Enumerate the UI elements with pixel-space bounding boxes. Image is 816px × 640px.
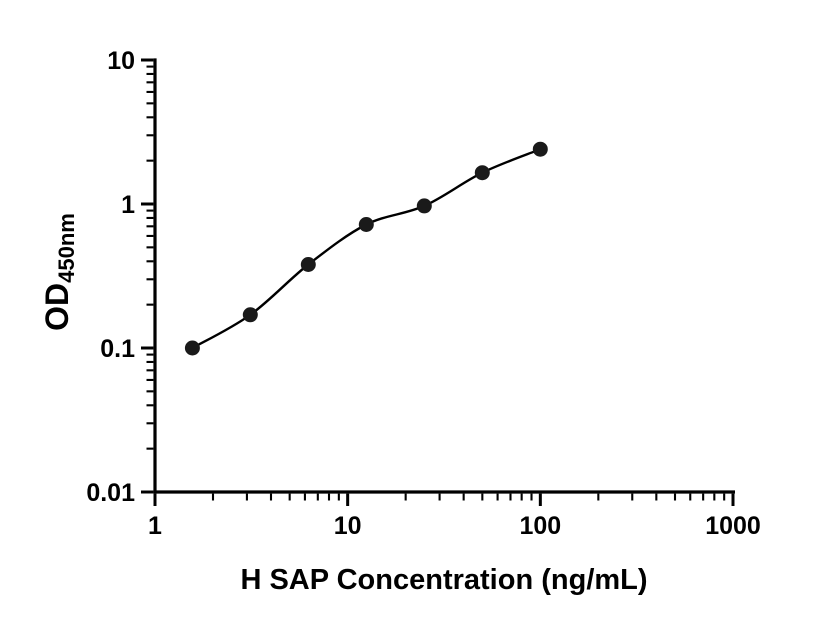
x-tick-label: 1 bbox=[148, 512, 162, 540]
x-tick-label: 1000 bbox=[705, 512, 761, 540]
x-tick-label: 10 bbox=[334, 512, 362, 540]
y-axis-title: OD450nm bbox=[39, 213, 79, 331]
data-point bbox=[416, 198, 432, 214]
x-axis-title: H SAP Concentration (ng/mL) bbox=[240, 564, 647, 596]
y-tick-label: 1 bbox=[121, 191, 135, 219]
y-tick-label: 0.1 bbox=[100, 335, 135, 363]
data-point bbox=[474, 165, 490, 181]
data-point bbox=[184, 340, 200, 356]
x-tick-label: 100 bbox=[519, 512, 561, 540]
y-axis-title-prefix: OD bbox=[39, 283, 75, 331]
axes-layer: 1 10 100 1000 0.01 0.1 1 10 bbox=[86, 47, 760, 540]
y-axis-title-subscript: 450nm bbox=[54, 213, 79, 283]
y-tick-label: 10 bbox=[107, 47, 135, 75]
data-point bbox=[242, 307, 258, 323]
data-point bbox=[358, 217, 374, 232]
data-point bbox=[532, 141, 548, 157]
data-point bbox=[300, 257, 316, 272]
data-layer bbox=[184, 141, 548, 356]
y-tick-label: 0.01 bbox=[86, 479, 135, 507]
